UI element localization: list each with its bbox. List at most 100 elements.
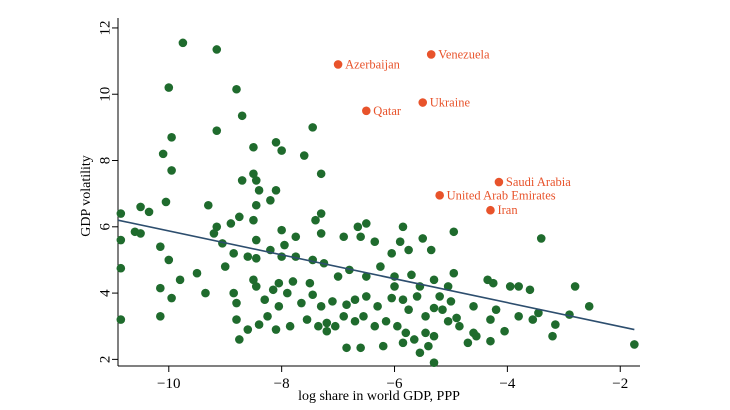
data-point (404, 245, 413, 255)
data-point (426, 245, 436, 255)
data-point (429, 303, 439, 313)
data-point (322, 318, 332, 328)
data-point (342, 300, 351, 309)
data-point (359, 311, 368, 321)
data-point (277, 225, 286, 235)
fit-line-group (117, 219, 635, 331)
data-point (299, 151, 309, 160)
data-point (488, 278, 498, 288)
highlight-label: United Arab Emirates (447, 188, 556, 202)
highlighted-points: Azerbaijan Venezuela Qatar Ukraine Saudi Ara… (333, 47, 571, 217)
data-point (525, 285, 535, 295)
data-point (249, 275, 258, 285)
y-tick-label: 8 (97, 157, 113, 165)
data-point (316, 209, 326, 218)
data-point (472, 331, 481, 341)
data-point (353, 222, 363, 232)
y-tick-label: 4 (97, 289, 113, 297)
data-point (424, 341, 433, 351)
data-point (235, 212, 244, 222)
data-point (212, 45, 222, 54)
data-point (116, 209, 126, 218)
data-point (362, 219, 371, 228)
data-point (251, 200, 261, 210)
data-point (455, 321, 464, 331)
data-point (536, 234, 546, 243)
data-point (505, 282, 515, 291)
data-point (136, 202, 145, 212)
data-point (297, 298, 306, 308)
data-point (418, 234, 428, 243)
highlight-label: Venezuela (438, 47, 490, 61)
data-point (260, 295, 270, 305)
data-point (249, 215, 258, 225)
data-point (316, 229, 326, 238)
data-point (452, 313, 461, 323)
data-point (243, 252, 253, 261)
data-point (421, 328, 430, 338)
data-point (175, 275, 185, 285)
data-point (235, 335, 244, 344)
data-point (333, 272, 343, 281)
data-point (370, 237, 380, 247)
x-tick-label: −2 (612, 376, 628, 392)
data-point (229, 249, 238, 258)
data-point (387, 249, 396, 258)
data-point (164, 83, 174, 92)
data-point (156, 311, 165, 321)
x-tick-label: −10 (157, 376, 180, 392)
data-point (330, 321, 340, 331)
data-point (274, 302, 284, 311)
data-point (486, 315, 495, 324)
data-point (398, 295, 408, 305)
highlight-point (362, 106, 371, 116)
highlight-point (486, 205, 495, 215)
data-point (237, 111, 247, 121)
data-point (514, 311, 523, 321)
data-point (167, 133, 176, 142)
data-point (249, 169, 258, 179)
data-point (167, 293, 176, 303)
data-point (551, 320, 560, 329)
y-axis-label: GDP volatility (79, 155, 94, 237)
data-point (443, 316, 453, 326)
data-point (398, 338, 408, 348)
data-point (446, 297, 456, 306)
data-point (381, 316, 391, 326)
data-point (271, 137, 281, 147)
data-point (254, 186, 264, 195)
data-point (136, 229, 145, 238)
data-point (229, 288, 238, 298)
data-point (167, 166, 176, 175)
data-point (232, 84, 241, 94)
data-point (209, 229, 219, 238)
data-point (469, 302, 478, 311)
data-point (443, 282, 453, 291)
data-point (308, 255, 317, 265)
highlight-point (426, 50, 436, 59)
data-point (192, 268, 202, 278)
data-point (232, 315, 241, 324)
data-point (226, 219, 236, 228)
highlight-label: Ukraine (430, 96, 471, 110)
x-tick-label: −6 (387, 376, 403, 392)
data-point (308, 123, 317, 132)
highlight-point (418, 98, 428, 107)
data-point (212, 126, 222, 135)
data-point (263, 311, 272, 321)
highlight-point (435, 191, 444, 200)
data-point (449, 227, 459, 237)
highlight-point (494, 177, 504, 187)
data-point (249, 142, 258, 152)
x-tick-label: −4 (499, 376, 515, 392)
data-point (201, 288, 210, 298)
data-point (212, 222, 222, 232)
data-point (438, 305, 447, 314)
data-point (285, 321, 295, 331)
data-point (387, 293, 396, 303)
data-point (449, 268, 459, 278)
data-point (277, 146, 286, 155)
axes: 2 4 6 8 10 12 −10 −8 −6 −4 −2 (97, 18, 640, 392)
data-point (412, 292, 422, 301)
